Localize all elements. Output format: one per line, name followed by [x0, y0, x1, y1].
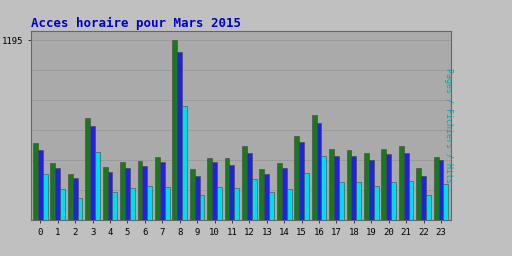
Bar: [287, 189, 291, 220]
Bar: [125, 167, 130, 220]
Bar: [95, 152, 100, 220]
Bar: [282, 168, 287, 220]
Bar: [160, 162, 165, 220]
Text: Acces horaire pour Mars 2015: Acces horaire pour Mars 2015: [31, 16, 241, 29]
Bar: [147, 186, 152, 220]
Bar: [264, 174, 269, 220]
Bar: [364, 153, 369, 220]
Bar: [351, 155, 356, 220]
Bar: [304, 173, 309, 220]
Bar: [85, 118, 90, 220]
Bar: [403, 153, 409, 220]
Bar: [247, 153, 252, 220]
Bar: [426, 195, 431, 220]
Bar: [33, 143, 38, 220]
Bar: [421, 176, 426, 220]
Bar: [177, 52, 182, 220]
Bar: [50, 163, 55, 220]
Bar: [312, 115, 316, 220]
Bar: [103, 167, 108, 220]
Bar: [200, 195, 204, 220]
Bar: [334, 155, 339, 220]
Bar: [78, 198, 82, 220]
Bar: [439, 160, 443, 220]
Bar: [322, 156, 326, 220]
Bar: [329, 150, 334, 220]
Bar: [68, 174, 73, 220]
Bar: [386, 154, 391, 220]
Bar: [108, 172, 113, 220]
Bar: [207, 158, 212, 220]
Bar: [242, 146, 247, 220]
Bar: [409, 181, 414, 220]
Bar: [443, 184, 449, 220]
Bar: [60, 189, 65, 220]
Bar: [339, 182, 344, 220]
Bar: [229, 165, 234, 220]
Bar: [416, 167, 421, 220]
Bar: [234, 188, 239, 220]
Bar: [225, 158, 229, 220]
Bar: [399, 146, 403, 220]
Bar: [165, 187, 169, 220]
Y-axis label: Pages / Fichiers / Hits: Pages / Fichiers / Hits: [444, 68, 453, 183]
Bar: [299, 142, 304, 220]
Bar: [374, 186, 378, 220]
Bar: [138, 161, 142, 220]
Bar: [277, 163, 282, 220]
Bar: [90, 126, 95, 220]
Bar: [269, 192, 274, 220]
Bar: [381, 150, 386, 220]
Bar: [142, 166, 147, 220]
Bar: [391, 182, 396, 220]
Bar: [260, 169, 264, 220]
Bar: [130, 188, 135, 220]
Bar: [120, 162, 125, 220]
Bar: [38, 150, 42, 220]
Bar: [190, 169, 195, 220]
Bar: [73, 178, 78, 220]
Bar: [347, 150, 351, 220]
Bar: [113, 192, 117, 220]
Bar: [182, 106, 187, 220]
Bar: [434, 157, 439, 220]
Bar: [42, 174, 48, 220]
Bar: [356, 182, 361, 220]
Bar: [217, 187, 222, 220]
Bar: [294, 136, 299, 220]
Bar: [55, 168, 60, 220]
Bar: [212, 162, 217, 220]
Bar: [155, 157, 160, 220]
Bar: [252, 179, 257, 220]
Bar: [316, 123, 322, 220]
Bar: [195, 176, 200, 220]
Bar: [369, 160, 374, 220]
Bar: [173, 40, 177, 220]
